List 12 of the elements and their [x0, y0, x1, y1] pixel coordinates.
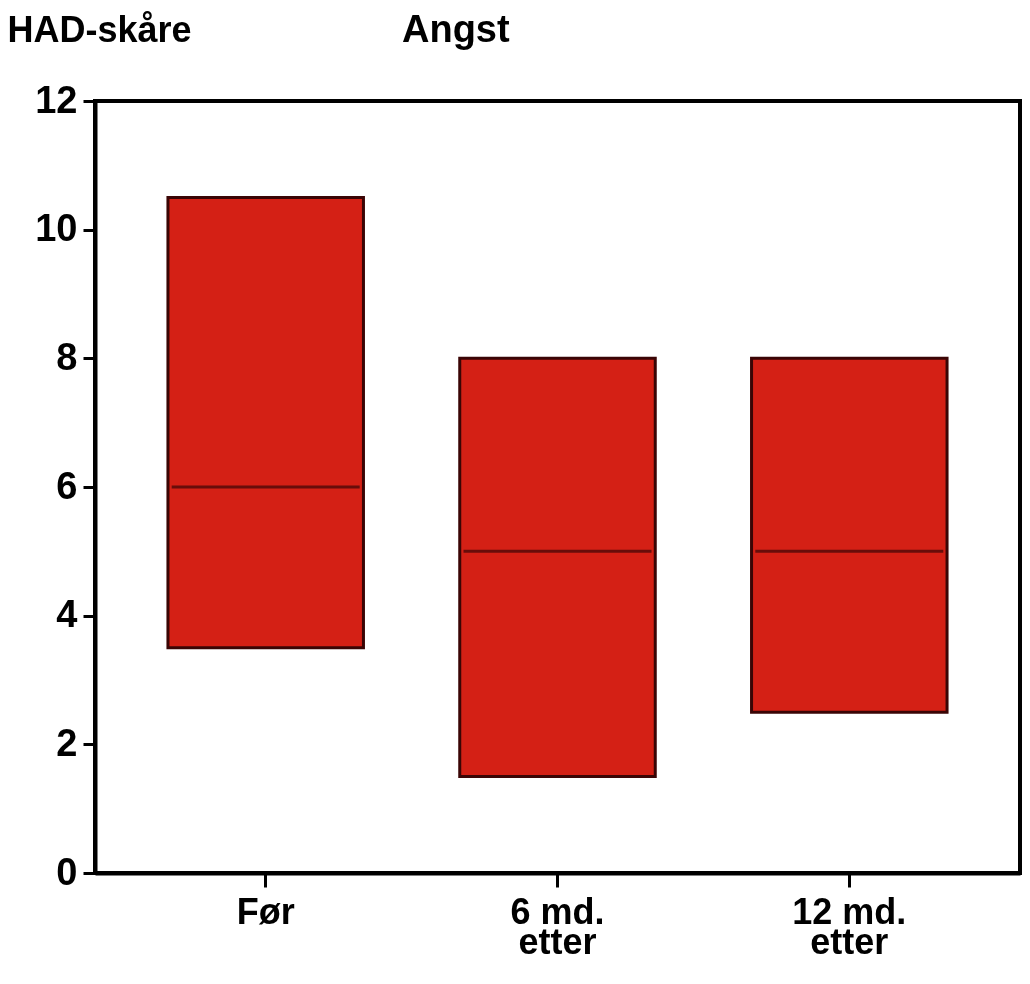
x-tick-label: 12 md. etter: [792, 890, 907, 962]
y-axis-title: HAD-skåre: [7, 8, 192, 50]
y-tick-label: 2: [56, 721, 78, 764]
x-tick-label: Før: [236, 890, 295, 932]
x-tick-label: 6 md. etter: [510, 890, 605, 962]
chart-title: Angst: [402, 8, 510, 50]
y-tick-label: 12: [35, 78, 78, 121]
y-tick-label: 4: [56, 593, 78, 636]
y-tick-label: 6: [56, 464, 78, 507]
y-tick-label: 8: [56, 335, 78, 378]
y-tick-label: 10: [35, 207, 78, 250]
y-tick-label: 0: [56, 850, 78, 893]
